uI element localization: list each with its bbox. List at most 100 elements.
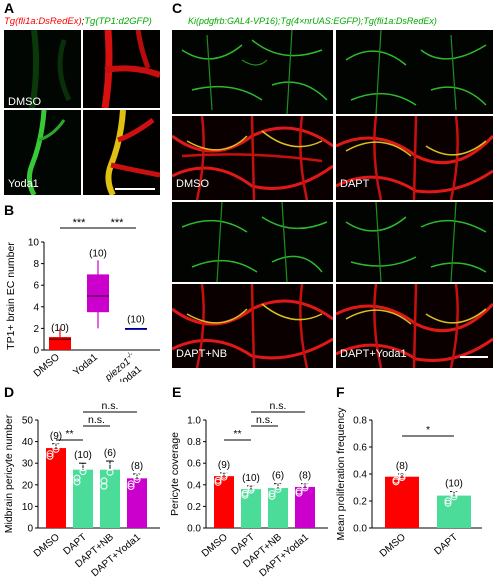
- scale-bar-a: [115, 188, 155, 190]
- n-label-b: (10): [127, 314, 145, 325]
- sig-label: n.s.: [102, 400, 119, 412]
- micrograph-c-daptyoda1-green: [336, 202, 493, 282]
- data-point: [112, 449, 120, 457]
- data-point: [127, 483, 135, 491]
- box-b: [125, 328, 147, 330]
- panel-label-f: F: [336, 384, 345, 400]
- panel-a-title-sep: ;: [81, 16, 85, 27]
- box-b: [87, 274, 109, 313]
- y-tick-label: 20: [22, 480, 34, 491]
- y-axis-label-b: TP1+ brain EC number: [5, 242, 17, 350]
- bar: [127, 478, 147, 528]
- label-c-dmso: DMSO: [176, 178, 209, 190]
- y-tick-label-b: 0: [33, 346, 39, 357]
- bar: [241, 489, 261, 528]
- data-point: [46, 452, 54, 460]
- data-point: [106, 468, 114, 476]
- data-point: [52, 443, 60, 451]
- micrograph-a-yoda1-merge: [83, 110, 160, 195]
- y-tick-label: 0.8: [353, 416, 367, 427]
- label-c-daptnb: DAPT+NB: [176, 348, 228, 360]
- y-tick-label-b: 8: [33, 259, 39, 270]
- n-label: (10): [74, 450, 92, 461]
- data-point: [79, 464, 87, 472]
- category-label: DMSO: [32, 532, 62, 560]
- data-point: [73, 478, 81, 486]
- y-tick-label: 50: [22, 416, 34, 427]
- y-axis-label: Pericyte coverage: [169, 432, 181, 516]
- data-point: [398, 474, 406, 482]
- bar: [46, 448, 66, 528]
- data-point: [52, 445, 60, 453]
- data-point: [106, 463, 114, 471]
- data-point: [307, 479, 315, 487]
- data-point: [139, 469, 147, 477]
- data-point: [139, 466, 147, 474]
- box-b: [49, 337, 71, 350]
- micrograph-c-dapt-merge: [336, 116, 493, 200]
- micrograph-c-daptnb-green: [172, 202, 333, 282]
- panel-label-d: D: [4, 384, 15, 400]
- label-a-dmso: DMSO: [8, 96, 41, 108]
- chart-f: 0.0 0.2 0.4 0.6 0.8 Mean proliferation freque…: [335, 407, 482, 560]
- n-label: (9): [50, 431, 62, 442]
- data-point: [241, 491, 249, 499]
- sig-label: **: [233, 428, 241, 440]
- data-point: [253, 479, 261, 487]
- panel-a-title-green: Tg(TP1:d2GFP): [84, 16, 152, 27]
- y-tick-label-b: 4: [33, 302, 39, 313]
- data-point: [392, 478, 400, 486]
- micrograph-c-dapt-green: [336, 30, 493, 114]
- n-label-b: (10): [51, 323, 69, 334]
- data-point: [268, 492, 276, 500]
- data-point: [307, 477, 315, 485]
- data-point: [112, 454, 120, 462]
- bar: [437, 495, 471, 528]
- sig-label: *: [426, 424, 430, 436]
- data-point: [214, 476, 222, 484]
- data-point: [85, 457, 93, 465]
- y-axis-label: Midbrain pericyte number: [3, 414, 15, 533]
- bar: [385, 476, 419, 528]
- micrograph-a-dmso-merge: [83, 30, 160, 108]
- panel-label-e: E: [172, 384, 182, 400]
- data-point: [280, 476, 288, 484]
- data-point: [444, 499, 452, 507]
- data-point: [79, 468, 87, 476]
- data-point: [220, 473, 228, 481]
- n-label: (8): [131, 461, 143, 472]
- data-point: [46, 450, 54, 458]
- data-point: [133, 473, 141, 481]
- data-point: [253, 481, 261, 489]
- n-label: (6): [104, 448, 116, 459]
- y-tick-label: 0.6: [353, 443, 367, 454]
- label-c-daptyoda1: DAPT+Yoda1: [340, 348, 407, 360]
- category-sup-b: -/-: [125, 351, 135, 361]
- panel-a-title: Tg(fli1a:DsRedEx);Tg(TP1:d2GFP): [4, 16, 152, 27]
- micrograph-a-yoda1-green: [4, 110, 81, 195]
- label-a-yoda1: Yoda1: [8, 178, 39, 190]
- sig-label: n.s.: [270, 400, 287, 412]
- chart-b: 0 2 4 6 8 10 TP1+ brain EC number (10) (10) (10) *…: [5, 217, 160, 382]
- n-label: (10): [242, 473, 260, 484]
- data-point: [268, 490, 276, 498]
- micrograph-c-dmso-merge: [172, 116, 333, 200]
- category-label: DAPT: [432, 532, 460, 558]
- data-point: [404, 469, 412, 477]
- data-point: [456, 484, 464, 492]
- data-point: [58, 438, 66, 446]
- y-tick-label: 0.2: [353, 497, 367, 508]
- data-point: [133, 476, 141, 484]
- category-label: DMSO: [200, 532, 230, 560]
- chart-d: 0 10 20 30 40 50 Midbrain pericyte number (9) DM…: [3, 400, 160, 578]
- data-point: [226, 466, 234, 474]
- y-tick-label: 0: [27, 524, 33, 535]
- n-label: (10): [445, 479, 463, 490]
- sig-label-b: ***: [111, 217, 125, 229]
- bar: [214, 476, 234, 528]
- panel-label-a: A: [4, 0, 15, 16]
- data-point: [247, 486, 255, 494]
- data-point: [247, 484, 255, 492]
- panel-label-b: B: [4, 202, 15, 218]
- n-label: (9): [218, 460, 230, 471]
